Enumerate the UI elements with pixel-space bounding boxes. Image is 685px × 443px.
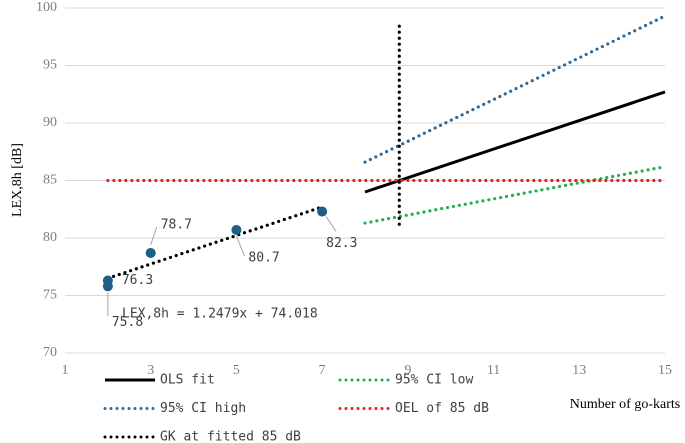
y-tick-label: 100 bbox=[36, 0, 57, 15]
legend-label: OEL of 85 dB bbox=[395, 401, 489, 416]
data-label: 75.8 bbox=[112, 315, 143, 330]
x-axis-title: Number of go-karts bbox=[570, 397, 680, 412]
y-tick-label: 95 bbox=[43, 58, 57, 73]
trendline bbox=[106, 205, 324, 280]
data-point bbox=[231, 224, 242, 235]
legend-label: 95% CI low bbox=[395, 373, 473, 388]
leader-line bbox=[150, 226, 158, 246]
x-tick-label: 9 bbox=[404, 363, 411, 378]
y-tick-label: 70 bbox=[43, 345, 57, 360]
leader-line bbox=[235, 235, 245, 257]
data-label: 80.7 bbox=[248, 250, 279, 265]
data-point bbox=[102, 281, 113, 292]
trendline-label: LEX,8h = 1.2479x + 74.018 bbox=[122, 307, 318, 322]
series-line bbox=[364, 90, 666, 194]
y-axis-title: LEX,8h [dB] bbox=[10, 143, 25, 217]
series-line bbox=[363, 14, 667, 164]
legend-label: GK at fitted 85 dB bbox=[160, 430, 301, 443]
x-tick-label: 15 bbox=[658, 363, 672, 378]
x-tick-label: 1 bbox=[62, 363, 69, 378]
leader-line bbox=[325, 216, 337, 232]
x-tick-label: 3 bbox=[147, 363, 154, 378]
y-tick-label: 85 bbox=[43, 173, 57, 188]
data-point bbox=[145, 247, 156, 258]
x-tick-label: 13 bbox=[572, 363, 586, 378]
data-label: 78.7 bbox=[161, 217, 192, 232]
data-label: 82.3 bbox=[326, 236, 357, 251]
data-point bbox=[317, 206, 328, 217]
x-tick-label: 11 bbox=[487, 363, 500, 378]
y-tick-label: 75 bbox=[43, 288, 57, 303]
legend-label: 95% CI high bbox=[160, 401, 246, 416]
series-line bbox=[363, 165, 667, 225]
x-tick-label: 5 bbox=[233, 363, 240, 378]
legend-label: OLS fit bbox=[160, 373, 215, 388]
y-tick-label: 80 bbox=[43, 230, 57, 245]
y-tick-label: 90 bbox=[43, 115, 57, 130]
data-label: 76.3 bbox=[122, 273, 153, 288]
x-tick-label: 7 bbox=[319, 363, 326, 378]
